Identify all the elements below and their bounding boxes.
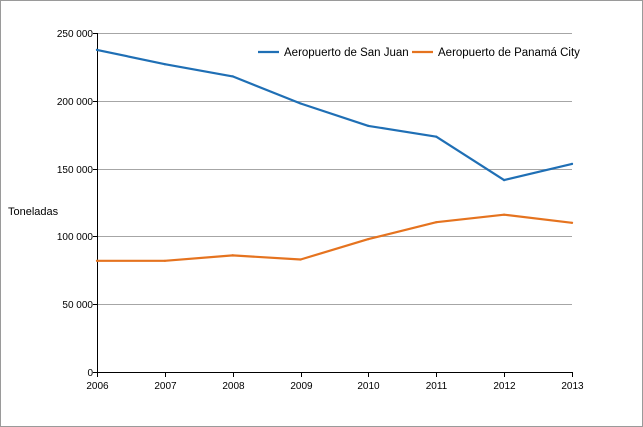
data-point (367, 124, 370, 127)
series-line-1 (95, 48, 574, 182)
data-point (503, 179, 506, 182)
data-point (163, 259, 166, 262)
data-point (231, 75, 234, 78)
x-tick-label: 2013 (561, 381, 584, 392)
legend-label: Aeropuerto de San Juan (284, 47, 409, 59)
data-point (367, 238, 370, 241)
data-point (95, 259, 99, 262)
data-point (231, 254, 234, 257)
y-axis-label: Toneladas (8, 206, 59, 218)
x-tick-label: 2010 (357, 381, 380, 392)
data-point (163, 63, 166, 66)
data-point (299, 258, 302, 261)
y-tick-label: 50 000 (62, 300, 93, 311)
x-tick-label: 2007 (154, 381, 177, 392)
gridlines (97, 33, 572, 305)
y-tick-label: 100 000 (57, 232, 94, 243)
data-point (570, 221, 574, 224)
y-tick-label: 150 000 (57, 165, 94, 176)
y-tick-label: 0 (87, 368, 93, 379)
y-tick-label: 250 000 (57, 29, 94, 40)
series-lines (95, 48, 574, 262)
data-point (435, 135, 438, 138)
legend-label: Aeropuerto de Panamá City (438, 47, 580, 59)
data-point (95, 48, 99, 52)
series-line-2 (95, 213, 574, 262)
x-tick-label: 2012 (493, 381, 516, 392)
x-axis-ticks: 2006 2007 2008 2009 2010 2011 2012 2013 (86, 372, 584, 392)
x-tick-label: 2009 (290, 381, 313, 392)
data-point (570, 162, 574, 165)
x-tick-label: 2011 (426, 381, 448, 392)
legend: Aeropuerto de San Juan Aeropuerto de Pana… (258, 47, 580, 59)
data-point (299, 102, 302, 105)
data-point (503, 213, 506, 216)
x-tick-label: 2008 (222, 381, 245, 392)
y-axis-ticks: 0 50 000 100 000 150 000 200 000 250 000 (57, 29, 97, 379)
y-tick-label: 200 000 (57, 97, 94, 108)
data-point (435, 221, 438, 224)
x-tick-label: 2006 (86, 381, 109, 392)
